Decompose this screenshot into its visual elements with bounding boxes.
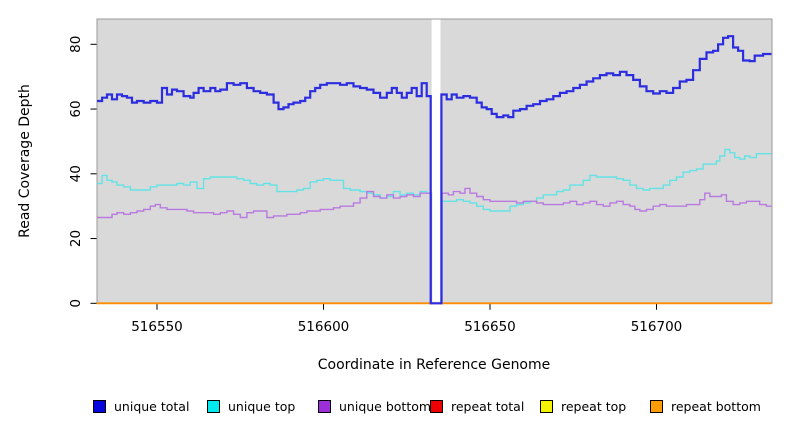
legend-label-unique-bottom: unique bottom (339, 399, 432, 414)
legend-label-repeat-bottom: repeat bottom (671, 399, 761, 414)
x-axis-tick-label: 516650 (464, 319, 516, 335)
y-axis-tick-label: 80 (68, 36, 84, 53)
legend-swatch-unique-top (207, 400, 220, 413)
y-axis-title: Read Coverage Depth (17, 84, 33, 238)
x-axis-tick-label: 516700 (631, 319, 683, 335)
series-unique-total (97, 35, 772, 305)
y-axis-tick-label: 40 (68, 165, 84, 182)
legend-swatch-unique-bottom (318, 400, 331, 413)
legend-item-unique-bottom: unique bottom (318, 399, 431, 414)
legend-item-unique-top: unique top (207, 399, 295, 414)
legend-swatch-repeat-top (540, 400, 553, 413)
legend-label-repeat-top: repeat top (561, 399, 627, 414)
x-axis-tick-label: 516600 (298, 319, 350, 335)
legend-swatch-repeat-total (430, 400, 443, 413)
legend-label-repeat-total: repeat total (451, 399, 525, 414)
legend-swatch-unique-total (93, 400, 106, 413)
legend-label-unique-total: unique total (114, 399, 190, 414)
legend-item-repeat-bottom: repeat bottom (650, 399, 761, 414)
legend-label-unique-top: unique top (228, 399, 296, 414)
zero-coverage-gap-band (431, 19, 441, 302)
y-axis-tick-label: 0 (68, 299, 84, 308)
x-axis-tick-label: 516550 (131, 319, 183, 335)
y-axis-tick-label: 60 (68, 100, 84, 117)
legend-item-repeat-top: repeat top (540, 399, 626, 414)
x-axis-title: Coordinate in Reference Genome (317, 357, 551, 373)
series-unique-bottom (97, 187, 772, 304)
legend-item-repeat-total: repeat total (430, 399, 524, 414)
y-axis-tick-label: 20 (68, 230, 84, 247)
legend-item-unique-total: unique total (93, 399, 189, 414)
legend-swatch-repeat-bottom (650, 400, 663, 413)
